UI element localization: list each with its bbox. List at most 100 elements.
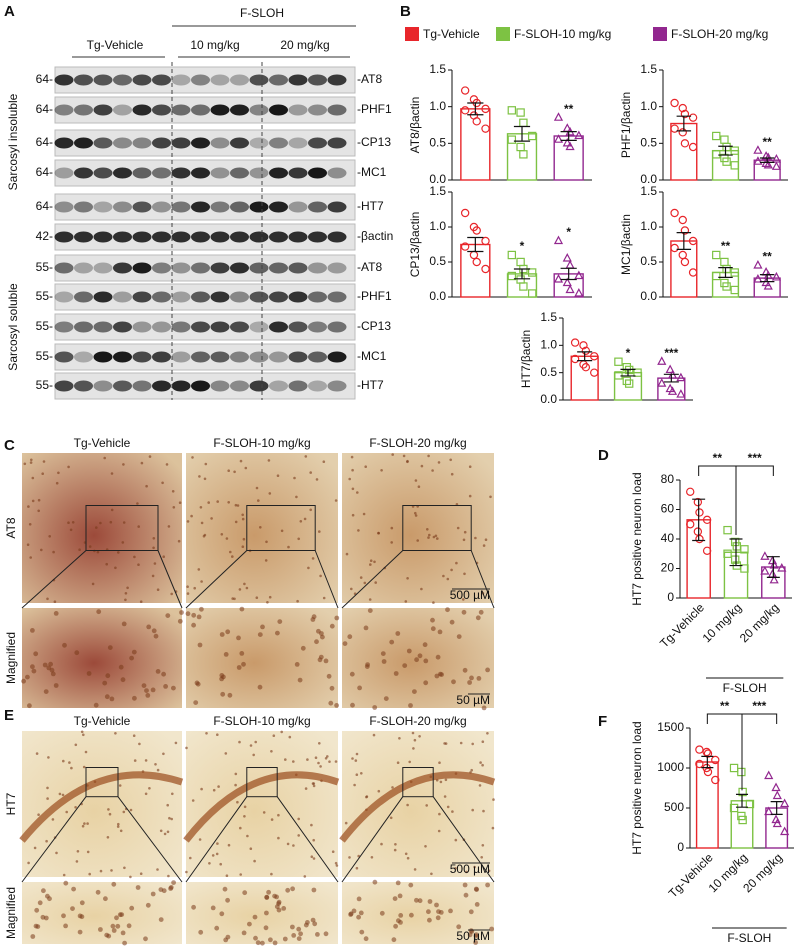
cell — [62, 642, 67, 648]
cell — [310, 917, 316, 923]
cell — [297, 834, 301, 837]
cell — [257, 632, 263, 637]
cell — [239, 651, 245, 656]
data-point — [712, 271, 721, 281]
cell — [462, 667, 468, 673]
data-point — [676, 389, 686, 398]
cell — [303, 922, 309, 928]
cell — [114, 732, 117, 735]
cell — [304, 787, 308, 790]
cell — [293, 476, 296, 480]
cell — [368, 598, 372, 601]
blot-band — [288, 74, 308, 86]
data-point — [720, 135, 729, 144]
fraction-label: Sarcosyl soluble — [6, 283, 20, 371]
bar — [460, 243, 491, 298]
cell — [435, 915, 441, 921]
molecular-weight: 64- — [36, 135, 53, 149]
cell — [481, 705, 487, 711]
blot-band — [308, 104, 327, 116]
cell — [170, 592, 173, 596]
cell — [430, 626, 436, 632]
data-point — [527, 268, 537, 277]
cell — [312, 784, 316, 788]
data-point — [624, 379, 634, 388]
data-point — [772, 818, 782, 828]
cell — [489, 495, 492, 499]
data-point — [527, 131, 537, 141]
cell — [416, 539, 420, 542]
legend-label: F-SLOH-20 mg/kg — [671, 27, 768, 41]
cell — [107, 808, 110, 811]
cell — [255, 486, 259, 490]
cell — [357, 854, 361, 858]
data-point — [680, 257, 690, 267]
cell — [27, 505, 30, 508]
blot-band — [230, 351, 249, 363]
data-point — [678, 215, 687, 225]
cell — [476, 676, 482, 681]
cell — [41, 472, 44, 476]
blot-band — [171, 201, 191, 213]
zoom-line — [276, 796, 339, 883]
cell — [159, 829, 163, 833]
blot-band — [152, 231, 171, 243]
cell — [413, 738, 417, 742]
blot-band — [249, 104, 269, 116]
cell — [114, 915, 119, 921]
cell — [37, 900, 43, 906]
cell — [404, 600, 408, 603]
blot-band — [249, 321, 269, 333]
cell — [315, 932, 320, 937]
cell — [264, 910, 269, 916]
blot-band — [74, 231, 93, 243]
blot-band — [230, 201, 249, 213]
cell — [67, 465, 70, 469]
cell — [456, 924, 462, 930]
data-point — [678, 103, 687, 113]
cell — [427, 536, 430, 539]
data-point — [472, 257, 481, 267]
cell — [297, 817, 301, 821]
cell — [468, 909, 474, 915]
protein-label: -CP13 — [357, 135, 391, 149]
cell — [196, 614, 202, 620]
cell — [189, 856, 192, 860]
cell — [106, 836, 110, 839]
cell — [285, 887, 291, 893]
cell — [437, 829, 441, 833]
cell — [459, 741, 463, 745]
cell — [198, 929, 204, 935]
data-point — [633, 368, 642, 377]
cell — [317, 657, 323, 663]
y-tick-label: 40 — [661, 531, 675, 545]
data-point — [519, 118, 528, 127]
cell — [486, 732, 489, 735]
data-point — [460, 106, 470, 115]
cell — [121, 621, 127, 627]
data-point — [730, 146, 739, 155]
error-bar — [560, 131, 577, 141]
cell — [465, 870, 468, 874]
cell — [351, 468, 354, 472]
cell — [46, 597, 49, 601]
cell — [284, 758, 287, 761]
cell — [233, 470, 236, 474]
cell — [397, 893, 403, 899]
blot-band — [269, 104, 288, 116]
cell — [292, 760, 295, 763]
cell — [129, 655, 135, 661]
cell — [75, 860, 79, 863]
bar — [695, 761, 719, 849]
cell — [219, 862, 222, 866]
data-point — [519, 150, 528, 159]
cell — [191, 456, 194, 459]
data-point — [730, 161, 739, 170]
blot-band — [249, 74, 269, 86]
blot-band — [132, 104, 152, 116]
data-point — [780, 798, 790, 808]
data-point — [481, 264, 490, 274]
cell — [153, 562, 157, 565]
cell — [234, 520, 238, 524]
data-point — [579, 341, 588, 350]
